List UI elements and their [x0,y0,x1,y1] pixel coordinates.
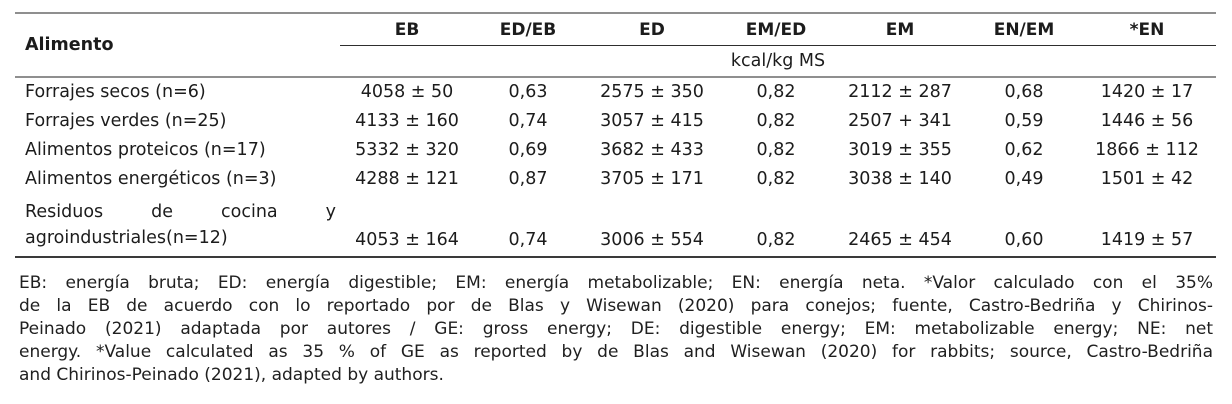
table-cell: 0,82 [756,140,796,160]
feed-energy-table: Alimento EB ED/EB ED EM/ED EM EN/EM *EN … [15,12,1216,258]
footnote-line: and Chirinos-Peinado (2021), adapted by … [19,365,444,385]
table-cell: 0,87 [508,169,548,189]
row-label: Residuos de cocina y agroindustriales(n=… [15,194,340,257]
table-cell: 0,63 [508,82,548,102]
table-body: Forrajes secos (n=6) 4058 ± 50 0,63 2575… [15,77,1216,257]
table-cell: 1419 ± 57 [1100,230,1194,250]
footnote-line: EB: energía bruta; ED: energía digestibl… [19,273,1213,293]
row-label-line-1: Residuos de cocina y [25,202,336,222]
table-cell: 0,59 [1004,111,1044,131]
table-row: Alimentos proteicos (n=17) 5332 ± 320 0,… [15,136,1216,165]
table-cell: 0,69 [508,140,548,160]
column-header-en: *EN [1078,13,1216,46]
table-cell: 0,74 [508,111,548,131]
table-footnote: EB: energía bruta; ED: energía digestibl… [19,272,1213,387]
table-cell: 2465 ± 454 [848,230,952,250]
table-cell: 0,74 [508,230,548,250]
footnote-line: Peinado (2021) adaptada por autores / GE… [19,319,1213,339]
column-header-em: EM [830,13,970,46]
column-header-ed: ED [582,13,722,46]
table-cell: 0,82 [756,82,796,102]
table-cell: 3057 ± 415 [600,111,704,131]
table-cell: 4053 ± 164 [355,230,459,250]
table-row: Residuos de cocina y agroindustriales(n=… [15,194,1216,257]
row-label: Forrajes secos (n=6) [25,82,206,102]
table-cell: 5332 ± 320 [355,140,459,160]
row-label: Forrajes verdes (n=25) [25,111,227,131]
table-cell: 3682 ± 433 [600,140,704,160]
table-cell: 0,68 [1004,82,1044,102]
column-header-eb: EB [340,13,474,46]
table-cell: 1501 ± 42 [1100,169,1194,189]
footnote-line: de la EB de acuerdo con lo reportado por… [19,296,1213,316]
table-cell: 2575 ± 350 [600,82,704,102]
table-cell: 0,49 [1004,169,1044,189]
table-cell: 0,60 [1004,230,1044,250]
table-cell: 3705 ± 171 [600,169,704,189]
table-cell: 0,82 [756,169,796,189]
column-header-em-ed: EM/ED [722,13,830,46]
column-header-alimento: Alimento [25,35,114,55]
row-label: Alimentos energéticos (n=3) [25,169,277,189]
table-cell: 4058 ± 50 [360,82,454,102]
table-cell: 1446 ± 56 [1100,111,1194,131]
column-header-ed-eb: ED/EB [474,13,582,46]
table-cell: 1866 ± 112 [1095,140,1199,160]
unit-subheader: kcal/kg MS [730,51,826,71]
row-label-line-2: agroindustriales(n=12) [25,228,228,248]
table-cell: 0,82 [756,230,796,250]
table-cell: 0,62 [1004,140,1044,160]
table-row: Forrajes secos (n=6) 4058 ± 50 0,63 2575… [15,77,1216,107]
table-cell: 4133 ± 160 [355,111,459,131]
header-row: Alimento EB ED/EB ED EM/ED EM EN/EM *EN [15,13,1216,55]
table-cell: 2507 + 341 [848,111,952,131]
table-cell: 3019 ± 355 [848,140,952,160]
column-header-en-em: EN/EM [970,13,1078,46]
table-cell: 3006 ± 554 [600,230,704,250]
footnote-line: energy. *Value calculated as 35 % of GE … [19,342,1213,362]
table-cell: 4288 ± 121 [355,169,459,189]
unit-row: kcal/kg MS [15,46,1216,78]
table-row: Alimentos energéticos (n=3) 4288 ± 121 0… [15,165,1216,194]
table-cell: 1420 ± 17 [1100,82,1194,102]
table-header: Alimento EB ED/EB ED EM/ED EM EN/EM *EN … [15,13,1216,77]
row-label: Alimentos proteicos (n=17) [25,140,266,160]
table-cell: 3038 ± 140 [848,169,952,189]
table-row: Forrajes verdes (n=25) 4133 ± 160 0,74 3… [15,107,1216,136]
table-cell: 0,82 [756,111,796,131]
table-cell: 2112 ± 287 [848,82,952,102]
